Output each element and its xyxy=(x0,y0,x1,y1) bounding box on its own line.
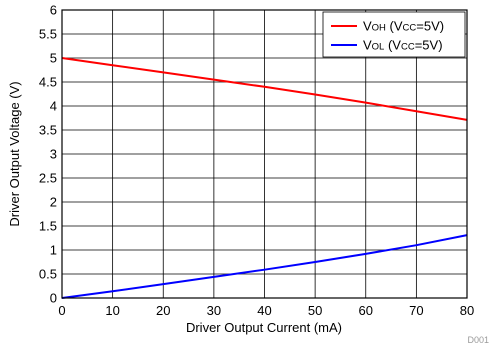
x-tick-label: 60 xyxy=(359,303,373,318)
legend-box xyxy=(322,11,466,58)
y-tick-label: 0.5 xyxy=(39,267,57,282)
x-tick-labels: 0 10 20 30 40 50 60 70 80 xyxy=(58,303,474,318)
grid-lines xyxy=(62,10,467,298)
x-tick-label: 50 xyxy=(308,303,322,318)
legend-label: VOL (VCC=5V) xyxy=(363,38,443,53)
y-axis-title: Driver Output Voltage (V) xyxy=(7,81,22,226)
y-tick-label: 1 xyxy=(50,243,57,258)
x-axis-title: Driver Output Current (mA) xyxy=(186,320,342,335)
y-tick-label: 0 xyxy=(50,291,57,306)
y-tick-label: 4 xyxy=(50,99,57,114)
y-tick-label: 2.5 xyxy=(39,171,57,186)
x-tick-label: 20 xyxy=(156,303,170,318)
series-lines xyxy=(61,57,468,299)
x-tick-label: 40 xyxy=(257,303,271,318)
series-line-voh xyxy=(61,57,468,121)
series-line-vol xyxy=(61,234,468,299)
y-tick-label: 5 xyxy=(50,51,57,66)
y-tick-label: 2 xyxy=(50,195,57,210)
y-tick-labels: 0 0.5 1 1.5 2 2.5 3 3.5 4 4.5 5 5.5 6 xyxy=(39,3,57,306)
x-tick-label: 70 xyxy=(409,303,423,318)
plot-area-frame xyxy=(61,9,468,299)
x-tick-label: 80 xyxy=(460,303,474,318)
y-tick-label: 6 xyxy=(50,3,57,18)
y-tick-label: 5.5 xyxy=(39,27,57,42)
x-tick-label: 30 xyxy=(207,303,221,318)
y-tick-label: 4.5 xyxy=(39,75,57,90)
y-tick-label: 3.5 xyxy=(39,123,57,138)
legend: VOH (VCC=5V) VOL (VCC=5V) xyxy=(322,11,466,58)
legend-label: VOH (VCC=5V) xyxy=(363,19,444,34)
y-tick-label: 1.5 xyxy=(39,219,57,234)
x-tick-label: 10 xyxy=(105,303,119,318)
y-tick-label: 3 xyxy=(50,147,57,162)
x-tick-label: 0 xyxy=(58,303,65,318)
figure-code-label: D001 xyxy=(467,335,489,345)
